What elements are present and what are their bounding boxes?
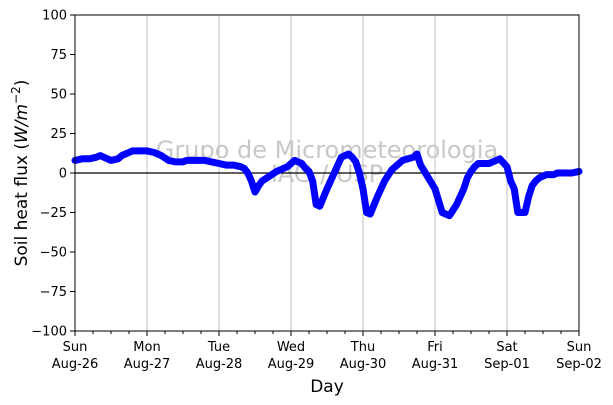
x-tick-label-day: Fri	[427, 340, 443, 355]
x-tick-label-date: Sep-02	[556, 357, 602, 372]
y-tick-label: 100	[42, 9, 67, 24]
y-axis-label-close: )	[12, 80, 32, 87]
y-tick-label: −50	[40, 246, 67, 261]
y-tick-label: −25	[40, 206, 67, 221]
x-tick-label-date: Aug-30	[340, 357, 387, 372]
x-tick-label-day: Sun	[63, 340, 88, 355]
x-tick-label-date: Aug-29	[268, 357, 315, 372]
x-tick-label-date: Aug-27	[124, 357, 171, 372]
y-tick-label: 50	[50, 88, 67, 103]
x-tick-label-day: Mon	[133, 340, 160, 355]
x-tick-label-date: Aug-31	[412, 357, 459, 372]
y-axis-label: Soil heat flux (W/m−2)	[9, 80, 32, 267]
x-tick-label-day: Wed	[277, 340, 305, 355]
x-axis: Sun Aug-26 Mon Aug-27 Tue Aug-28 Wed Aug-29 Thu A…	[52, 331, 602, 372]
y-axis-label-main: Soil heat flux (	[12, 143, 32, 266]
series-line	[71, 147, 583, 220]
y-axis-label-unit: W/m	[12, 104, 32, 143]
y-tick-label: 25	[50, 127, 67, 142]
x-tick-label-day: Tue	[207, 340, 230, 355]
y-tick-label: 75	[50, 48, 67, 63]
y-tick-label: −100	[31, 325, 67, 340]
y-tick-label: 0	[59, 167, 67, 182]
x-tick-label-date: Aug-28	[196, 357, 243, 372]
x-tick-label-day: Sun	[567, 340, 592, 355]
x-tick-label-day: Sat	[496, 340, 517, 355]
y-axis-label-exponent: −2	[9, 86, 23, 104]
x-tick-label-day: Thu	[350, 340, 375, 355]
x-tick-label-date: Sep-01	[484, 357, 530, 372]
x-tick-label-date: Aug-26	[52, 357, 99, 372]
y-tick-label: −75	[40, 285, 67, 300]
x-axis-label: Day	[310, 377, 344, 397]
y-axis: 100 75 50 25 0 −25 −50 −75 −100	[31, 9, 75, 340]
